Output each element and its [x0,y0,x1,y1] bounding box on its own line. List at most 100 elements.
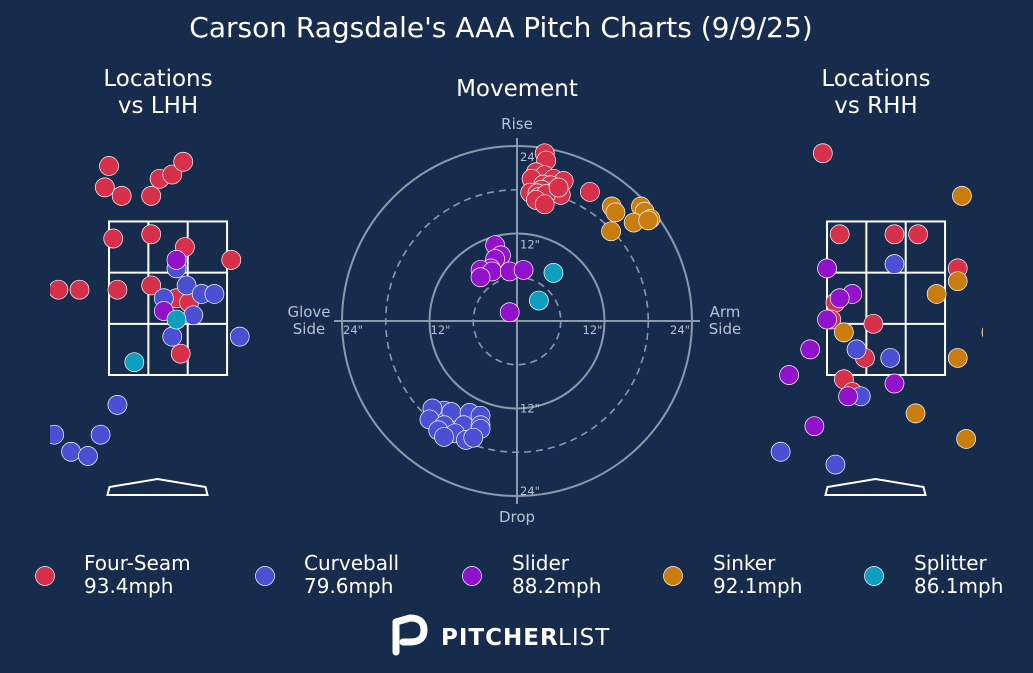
movement-point-sinker [605,202,626,223]
pitch-point-curveball [880,348,901,368]
pitch-point-four-seam [103,228,124,249]
pitch-point-curveball [229,326,250,347]
legend-pitch-name: Sinker [713,551,776,575]
pitch-point-curveball [846,339,867,360]
pitch-point-sinker [834,322,854,343]
ring-distance-label: 12" [583,323,603,337]
legend-marker-curveball [255,566,275,586]
pitch-point-sinker [981,327,983,338]
home-plate [824,477,927,496]
brand-name-light: LIST [558,625,610,651]
pitch-point-four-seam [111,186,132,206]
pitch-point-curveball [50,424,65,445]
pitch-point-slider [838,386,858,407]
movement-points [419,143,661,450]
axis-label-drop: Drop [499,508,535,526]
pitch-point-splitter [124,352,145,373]
pitch-point-splitter [166,309,187,330]
pitch-point-four-seam [141,186,162,206]
movement-point-slider [499,302,520,323]
legend-pitch-speed: 92.1mph [713,574,802,598]
movement-point-four-seam [580,182,600,202]
pitch-point-slider [166,250,187,270]
pitch-point-four-seam [829,224,850,245]
legend-pitch-name: Four-Seam [84,551,191,575]
pitch-point-sinker [926,284,947,304]
pitch-point-slider [817,258,837,279]
movement-point-sinker [601,221,621,242]
pitch-point-four-seam [863,313,884,334]
movement-point-slider [470,267,491,288]
pitch-point-curveball [107,395,128,415]
pitch-point-sinker [947,348,968,368]
pitch-point-slider [804,416,825,437]
movement-point-splitter [543,263,564,283]
panel-title: Locations vs RHH [821,66,930,119]
pitch-points [770,143,983,475]
legend-pitch-name: Curveball [304,551,399,575]
pitch-point-sinker [956,429,976,449]
pitch-point-curveball [78,446,98,466]
ring-distance-label: 12" [520,402,540,416]
ring-distance-label: 12" [520,238,540,252]
pitch-point-curveball [770,441,791,462]
panel-title: Movement [456,76,578,102]
pitch-point-four-seam [94,177,115,198]
pitch-point-curveball [183,305,204,326]
pitch-point-four-seam [107,279,128,300]
movement-point-curveball [463,427,484,448]
pitch-point-four-seam [221,250,242,270]
axis-label-arm-side: Arm Side [709,303,741,338]
axis-label-rise: Rise [501,115,533,133]
legend-pitch-speed: 79.6mph [304,574,393,598]
pitch-point-slider [800,339,821,360]
legend-pitch-speed: 86.1mph [914,574,1003,598]
pitch-point-slider [829,288,850,309]
pitch-point-sinker [947,271,968,292]
ring-distance-label: 24" [520,484,540,498]
legend-marker-four-seam [35,566,55,586]
pitch-point-four-seam [50,279,69,300]
movement-point-slider [513,260,534,280]
movement-point-sinker [638,210,659,231]
pitch-point-curveball [825,454,846,475]
legend-pitch-name: Splitter [914,551,987,575]
axis-label-glove-side: Glove Side [287,303,330,338]
pitch-point-sinker [952,186,972,206]
pitch-point-curveball [61,441,81,462]
pitch-point-four-seam [884,224,905,245]
movement-point-splitter [529,290,549,311]
legend-pitch-speed: 93.4mph [84,574,173,598]
legend-marker-slider [462,566,482,586]
legend-pitch-name: Slider [512,551,570,575]
strike-zone-outline [108,220,229,376]
pitch-point-curveball [162,326,183,347]
movement-point-curveball [434,427,454,447]
locations-vs-rhh-panel: Locations vs RHH [770,66,983,496]
pitch-point-slider [779,365,799,385]
figure-title: Carson Ragsdale's AAA Pitch Charts (9/9/… [189,11,812,44]
pitch-point-four-seam [99,156,119,176]
pitch-point-four-seam [170,343,191,364]
ring-distance-label: 12" [431,323,451,337]
pitch-point-four-seam [173,151,194,172]
locations-vs-lhh-panel: Locations vs LHH [50,66,250,496]
pitcher-list-p-icon [392,614,428,656]
movement-point-four-seam [534,194,555,215]
legend-marker-sinker [663,566,683,586]
pitch-point-curveball [176,275,197,296]
pitch-point-curveball [204,284,225,304]
pitch-point-four-seam [141,224,162,245]
pitch-point-four-seam [141,275,162,296]
ring-distance-label: 24" [670,323,690,337]
pitch-point-four-seam [69,279,90,300]
ring-distance-label: 24" [343,323,363,337]
pitcher-list-logo: PITCHER LIST [392,614,610,656]
